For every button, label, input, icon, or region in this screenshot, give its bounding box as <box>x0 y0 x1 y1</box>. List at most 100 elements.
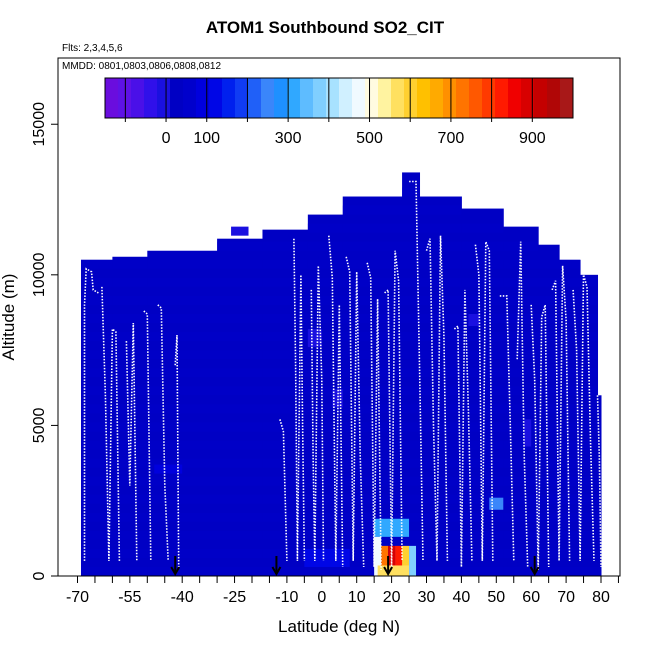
heatmap-band <box>461 313 504 324</box>
heatmap-band <box>580 458 598 468</box>
heatmap-band <box>342 313 403 324</box>
x-tick-label: 60 <box>522 589 540 606</box>
heatmap-band <box>580 494 598 504</box>
heatmap-band <box>217 386 263 396</box>
heatmap-band <box>580 440 598 450</box>
flight-profile-line <box>499 295 515 561</box>
heatmap-band <box>559 530 581 540</box>
heatmap-band <box>402 241 420 251</box>
heatmap-band <box>147 566 218 576</box>
y-tick-label: 10000 <box>31 252 48 297</box>
heatmap-band <box>262 259 308 269</box>
colorbar-swatch <box>495 78 509 118</box>
flight-profile-line <box>310 265 325 561</box>
heatmap-band <box>538 313 560 324</box>
heatmap-band <box>80 530 113 540</box>
colorbar-swatch <box>560 78 574 118</box>
heatmap-band <box>559 476 581 486</box>
flight-profile-line <box>101 286 121 561</box>
flight-profile-line <box>345 256 365 568</box>
heatmap-band <box>538 458 560 468</box>
heatmap-band <box>419 440 462 450</box>
heatmap-band <box>147 368 218 378</box>
heatmap-band <box>419 566 462 576</box>
x-axis-label: Latitude (deg N) <box>278 617 400 636</box>
colorbar-swatch <box>417 78 431 118</box>
heatmap-band <box>307 530 343 540</box>
heatmap-band <box>262 476 308 486</box>
heatmap-band <box>402 476 420 486</box>
heatmap-band <box>503 422 539 432</box>
heatmap-band <box>597 494 601 504</box>
flight-profile-line <box>596 395 602 568</box>
heatmap-band <box>419 350 462 360</box>
heatmap-band <box>538 512 560 522</box>
flight-profile-line <box>83 267 99 561</box>
y-tick-label: 5000 <box>31 408 48 444</box>
flight-profile-line <box>474 241 494 561</box>
heatmap-band <box>307 295 343 305</box>
heatmap-band <box>503 368 539 378</box>
heatmap-band <box>80 422 113 432</box>
heatmap-band <box>538 332 560 342</box>
colorbar-tick-label: 900 <box>519 130 546 147</box>
heatmap-band <box>419 404 462 414</box>
heatmap-band <box>262 404 308 414</box>
heatmap-band <box>503 494 539 504</box>
heatmap-band <box>503 313 539 324</box>
heatmap-band <box>217 494 263 504</box>
heatmap-band <box>580 332 598 342</box>
heatmap-band <box>580 476 598 486</box>
heatmap-cell <box>231 226 249 236</box>
heatmap-band <box>217 458 263 468</box>
heatmap-band <box>461 332 504 342</box>
heatmap-band <box>402 223 420 233</box>
x-tick-label: 30 <box>418 589 436 606</box>
heatmap-band <box>262 530 308 540</box>
y-axis-label: Altitude (m) <box>0 274 18 361</box>
heatmap-band <box>402 295 420 305</box>
colorbar-swatch <box>456 78 470 118</box>
heatmap-band <box>461 259 504 269</box>
heatmap-band <box>217 241 263 251</box>
heatmap-band <box>217 530 263 540</box>
heatmap-cell <box>409 545 417 576</box>
heatmap-cell <box>395 545 403 576</box>
heatmap-band <box>597 530 601 540</box>
heatmap-band <box>597 566 601 576</box>
heatmap-band <box>342 422 403 432</box>
heatmap-band <box>80 458 113 468</box>
heatmap-band <box>262 566 308 576</box>
colorbar-swatch <box>443 78 457 118</box>
heatmap-band <box>342 259 403 269</box>
heatmap-band <box>580 277 598 287</box>
heatmap-band <box>262 277 308 287</box>
colorbar-swatch <box>274 78 288 118</box>
heatmap-column <box>538 244 560 577</box>
heatmap-band <box>342 566 403 576</box>
heatmap-band <box>307 277 343 287</box>
heatmap-band <box>147 458 218 468</box>
heatmap-band <box>597 404 601 414</box>
heatmap-band <box>80 386 113 396</box>
flight-profile-line <box>328 235 344 568</box>
heatmap-column <box>402 172 421 576</box>
heatmap-band <box>597 440 601 450</box>
heatmap-band <box>217 332 263 342</box>
dropsonde-arrows <box>170 556 540 577</box>
heatmap-band <box>503 332 539 342</box>
heatmap-band <box>342 350 403 360</box>
heatmap-band <box>307 404 343 414</box>
heatmap-band <box>503 277 539 287</box>
heatmap-band <box>80 548 113 558</box>
heatmap-band <box>342 368 403 378</box>
heatmap-cell <box>402 545 410 576</box>
heatmap-band <box>342 332 403 342</box>
heatmap-band <box>461 241 504 251</box>
heatmap-band <box>307 422 343 432</box>
heatmap-band <box>262 350 308 360</box>
heatmap-band <box>538 295 560 305</box>
heatmap-band <box>538 530 560 540</box>
heatmap-band <box>538 548 560 558</box>
heatmap-band <box>559 404 581 414</box>
